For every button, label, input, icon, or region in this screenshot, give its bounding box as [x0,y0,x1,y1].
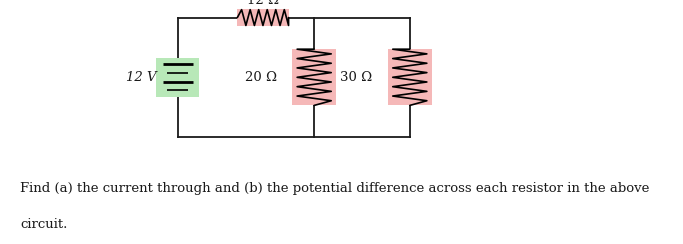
Bar [292,49,336,105]
Text: circuit.: circuit. [20,218,68,231]
Bar [156,58,199,97]
Bar [388,49,432,105]
Text: 12 V: 12 V [126,71,157,84]
Text: 12 Ω: 12 Ω [247,0,279,7]
Bar [238,9,289,26]
Text: 30 Ω: 30 Ω [340,71,372,84]
Text: Find (a) the current through and (b) the potential difference across each resist: Find (a) the current through and (b) the… [20,182,650,195]
Text: 20 Ω: 20 Ω [245,71,277,84]
